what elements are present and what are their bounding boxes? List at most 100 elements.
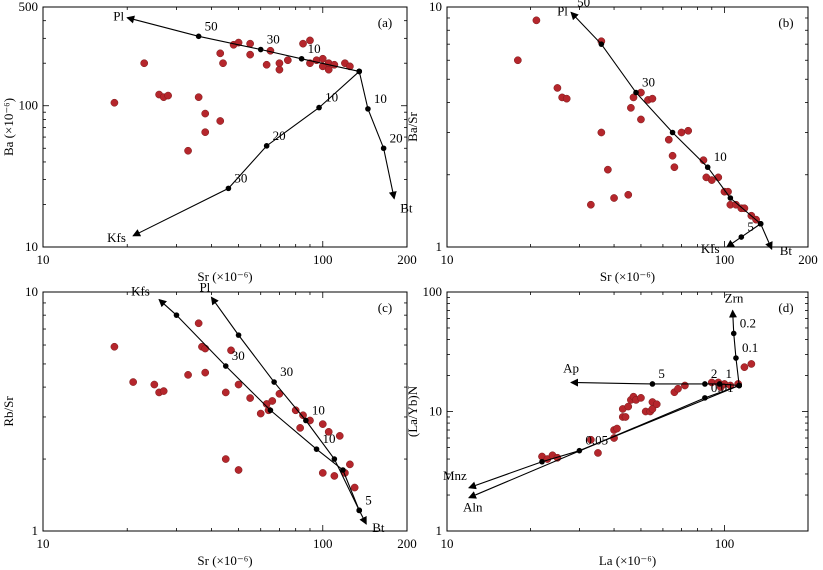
sample-point	[652, 400, 661, 409]
vector-marker	[598, 41, 605, 47]
x-tick-label: 100	[313, 252, 333, 267]
vector-tick-label: 20	[390, 130, 403, 145]
vector-marker	[727, 195, 734, 201]
vector-tick-label: 10	[308, 41, 321, 56]
sample-point	[318, 420, 327, 428]
sample-point	[740, 204, 749, 213]
sample-point	[621, 413, 630, 421]
sample-point	[110, 342, 119, 351]
vector-marker	[757, 220, 764, 227]
vector-pl-line	[126, 15, 360, 72]
vector-name-label: Zrn	[725, 291, 744, 306]
sample-point	[684, 126, 693, 135]
vector-tick-label: 50	[205, 18, 218, 33]
vector-marker	[738, 234, 745, 240]
sample-point	[150, 380, 159, 389]
sample-point	[624, 190, 633, 199]
sample-point	[184, 146, 192, 155]
vector-name-label: Kfs	[131, 284, 150, 299]
x-tick-label: 200	[397, 252, 417, 267]
y-axis-title: (La/Yb)N	[405, 385, 420, 437]
sample-point	[648, 94, 657, 103]
vector-marker	[702, 395, 708, 401]
data-layer	[538, 360, 756, 463]
sample-point	[674, 384, 682, 393]
sample-point	[624, 402, 633, 411]
sample-point	[140, 59, 149, 68]
x-tick-label: 10	[37, 252, 50, 267]
sample-point	[613, 424, 621, 433]
vector-marker	[173, 312, 180, 318]
sample-point	[234, 466, 243, 474]
y-tick-label: 1	[436, 523, 443, 538]
vector-marker	[365, 106, 371, 112]
sample-point	[306, 36, 314, 45]
vector-name-label: Bt	[400, 201, 413, 216]
sample-point	[201, 368, 210, 377]
sample-point	[234, 380, 243, 389]
vector-name-label: Pl	[199, 279, 210, 294]
sample-point	[159, 387, 168, 395]
x-tick-label: 100	[313, 536, 333, 551]
vector-marker	[704, 164, 711, 171]
sample-point	[532, 16, 541, 25]
x-axis-title: La (×10⁻⁶)	[599, 553, 656, 568]
y-tick-label: 10	[25, 284, 38, 299]
vector-marker	[195, 33, 202, 40]
vector-tick-label: 10	[714, 149, 727, 164]
plot-frame	[42, 6, 408, 248]
sample-point	[629, 93, 638, 102]
sample-point	[330, 60, 339, 69]
plot-frame	[446, 6, 809, 248]
sample-point	[291, 406, 300, 415]
y-tick-label: 100	[423, 284, 443, 299]
sample-point	[553, 84, 562, 92]
vector-marker	[633, 89, 639, 96]
vector-marker	[222, 363, 229, 369]
x-tick-label: 100	[715, 252, 735, 267]
vector-marker	[331, 456, 338, 462]
vector-marker	[733, 355, 739, 361]
sample-point	[219, 59, 227, 68]
sample-point	[587, 200, 595, 209]
panel-letter: (d)	[778, 300, 793, 315]
sample-point	[637, 115, 645, 124]
sample-point	[194, 93, 203, 102]
x-tick-label: 200	[397, 536, 417, 551]
vector-tick-label: 5	[747, 219, 754, 234]
vector-bt-line	[760, 223, 773, 251]
vector-tick-label: 50	[577, 0, 590, 9]
vector-tick-label: 30	[280, 364, 293, 379]
sample-point	[318, 62, 327, 71]
sample-point	[275, 65, 284, 74]
sample-point	[227, 346, 235, 355]
vector-tick-label: 0.05	[585, 433, 608, 448]
panel-letter: (a)	[378, 15, 392, 30]
vector-marker	[340, 467, 346, 473]
vector-tick-label: 2	[711, 366, 718, 381]
sample-point	[597, 128, 606, 137]
vector-marker	[263, 143, 270, 149]
vector-kfs-line	[158, 298, 360, 511]
vector-marker	[649, 381, 656, 387]
sample-point	[681, 381, 689, 390]
sample-point	[201, 344, 210, 353]
y-tick-label: 10	[429, 404, 442, 419]
y-tick-label: 10	[25, 239, 38, 254]
vector-pl-line	[210, 296, 360, 511]
vector-marker	[225, 185, 232, 192]
vector-tick-label: 30	[234, 170, 247, 185]
data-layer	[513, 16, 760, 224]
vector-name-label: Kfs	[107, 230, 126, 245]
sample-point	[594, 449, 602, 457]
sample-point	[318, 469, 327, 477]
sample-point	[637, 394, 645, 402]
sample-point	[346, 460, 354, 469]
sample-point	[604, 165, 612, 174]
x-tick-label: 100	[715, 536, 735, 551]
sample-point	[216, 49, 225, 58]
sample-point	[330, 472, 339, 480]
sample-point	[246, 50, 254, 59]
sample-point	[201, 128, 210, 137]
